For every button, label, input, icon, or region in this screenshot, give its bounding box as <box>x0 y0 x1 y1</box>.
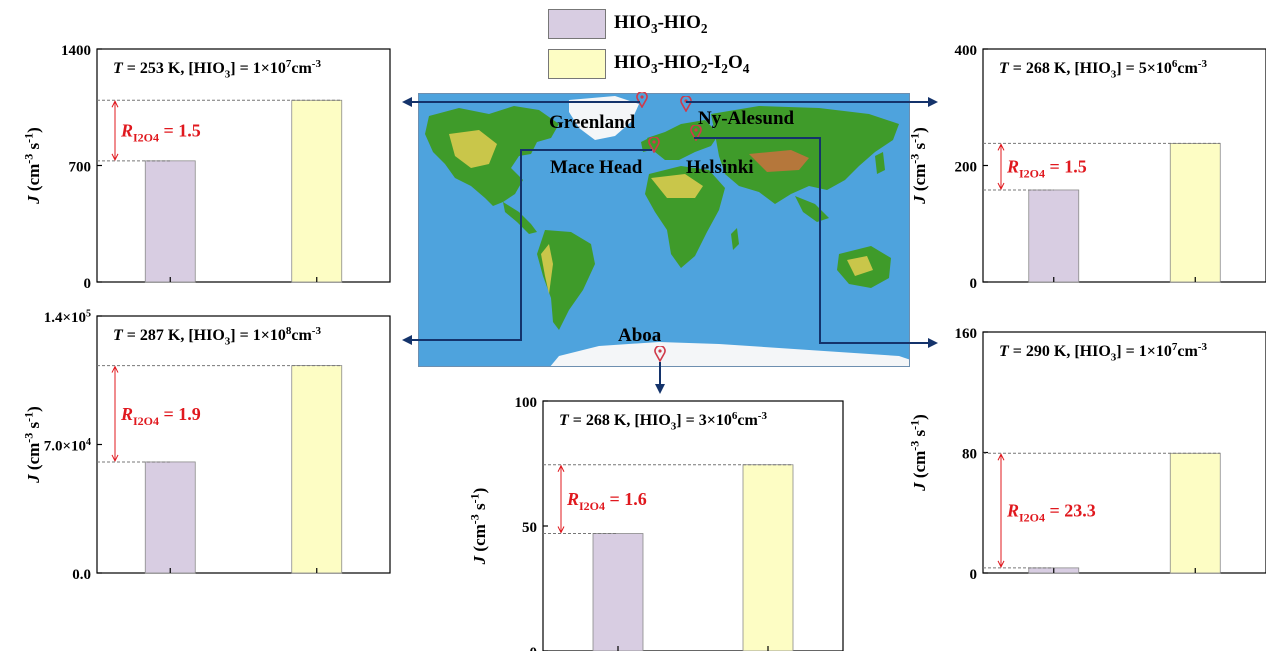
legend-label-hio3-hio2-i2o4: HIO3-HIO2-I2O4 <box>614 51 750 76</box>
ratio-arrow-head-bottom <box>111 454 119 463</box>
y-tick-label: 0 <box>970 567 978 583</box>
site-label-ny-alesund: Ny-Alesund <box>698 108 795 129</box>
y-axis-label: J (cm-3 s-1) <box>908 414 929 492</box>
y-axis-label: J (cm-3 s-1) <box>908 127 929 205</box>
bar-hio3-hio2-i2o4 <box>291 365 343 574</box>
ratio-arrow-head-top <box>111 100 119 108</box>
plot-frame <box>982 331 1266 574</box>
madagascar <box>731 228 739 250</box>
bar-hio3-hio2-i2o4 <box>1169 142 1221 283</box>
map-pin-icon-mace-head <box>648 137 660 153</box>
y-tick-label: 200 <box>955 160 978 176</box>
bar-hio3-hio2 <box>592 533 644 651</box>
y-tick-label: 100 <box>515 395 538 411</box>
ratio-arrow-head-bottom <box>557 526 565 534</box>
ratio-arrow-head-bottom <box>997 182 1005 191</box>
bar-hio3-hio2-i2o4 <box>291 99 343 283</box>
site-label-helsinki: Helsinki <box>686 157 754 178</box>
ratio-annotation: RI2O4 = 1.9 <box>120 404 201 428</box>
himalaya <box>749 150 809 172</box>
y-tick-label: 400 <box>955 43 978 59</box>
arrow-mace-head <box>402 149 652 345</box>
bar-hio3-hio2 <box>144 160 196 283</box>
greenland <box>569 96 639 140</box>
map-pin-icon-helsinki <box>690 125 702 141</box>
ratio-annotation: RI2O4 = 23.3 <box>1006 501 1096 525</box>
y-tick-label: 0 <box>84 276 92 292</box>
antarctica <box>550 342 909 366</box>
map-pin-icon-aboa <box>654 346 666 362</box>
y-tick-label: 700 <box>69 160 92 176</box>
y-tick-label: 1.4×105 <box>44 308 91 326</box>
sahara <box>651 174 703 198</box>
y-tick-label: 0.0 <box>72 567 91 583</box>
y-tick-label: 160 <box>955 326 978 342</box>
ratio-arrow-head-bottom <box>111 153 119 161</box>
site-label-aboa: Aboa <box>618 325 662 346</box>
y-tick-label: 50 <box>522 520 537 536</box>
ratio-arrow-head-top <box>997 143 1005 151</box>
south-america <box>537 230 595 330</box>
y-tick-label: 80 <box>962 447 977 463</box>
chart-title: T = 290 K, [HIO3] = 1×107cm-3 <box>999 341 1207 364</box>
map-pin-icon-greenland <box>636 92 648 108</box>
japan <box>875 152 885 174</box>
australia-interior <box>847 256 873 276</box>
legend-swatch-hio3-hio2 <box>548 9 606 39</box>
y-tick-label: 7.0×104 <box>44 437 91 455</box>
y-tick-label: 1400 <box>61 43 91 59</box>
ratio-annotation: RI2O4 = 1.6 <box>566 489 647 513</box>
ratio-arrow-head-top <box>997 453 1005 461</box>
legend-item-hio3-hio2: HIO3-HIO2 <box>548 9 708 39</box>
chart-title: T = 287 K, [HIO3] = 1×108cm-3 <box>113 325 321 348</box>
legend-swatch-hio3-hio2-i2o4 <box>548 49 606 79</box>
bar-hio3-hio2 <box>1028 189 1080 283</box>
asia <box>711 106 899 204</box>
chart-title: T = 253 K, [HIO3] = 1×107cm-3 <box>113 58 321 81</box>
site-label-greenland: Greenland <box>549 112 636 133</box>
y-tick-label: 0 <box>970 276 978 292</box>
north-america-highland <box>449 130 497 168</box>
andes <box>541 244 553 294</box>
ratio-arrow-head-top <box>557 464 565 472</box>
y-axis-label: J (cm-3 s-1) <box>22 406 43 484</box>
site-label-mace-head: Mace Head <box>550 157 643 178</box>
y-tick-label: 0 <box>530 645 538 651</box>
chart-title: T = 268 K, [HIO3] = 5×106cm-3 <box>999 58 1207 81</box>
legend-label-hio3-hio2: HIO3-HIO2 <box>614 11 708 36</box>
arrow-helsinki <box>694 137 938 348</box>
bar-hio3-hio2 <box>144 461 196 574</box>
y-axis-label: J (cm-3 s-1) <box>22 127 43 205</box>
world-map-graphic <box>419 94 909 366</box>
legend-item-hio3-hio2-i2o4: HIO3-HIO2-I2O4 <box>548 49 749 79</box>
world-map <box>418 93 910 367</box>
y-axis-label: J (cm-3 s-1) <box>468 488 489 566</box>
bar-hio3-hio2-i2o4 <box>742 464 794 651</box>
ratio-arrow-head-bottom <box>997 560 1005 568</box>
ratio-annotation: RI2O4 = 1.5 <box>1006 157 1087 181</box>
chart-title: T = 268 K, [HIO3] = 3×106cm-3 <box>559 410 767 433</box>
bar-hio3-hio2-i2o4 <box>1169 452 1221 574</box>
ratio-arrow-head-top <box>111 365 119 373</box>
ratio-annotation: RI2O4 = 1.5 <box>120 121 201 145</box>
